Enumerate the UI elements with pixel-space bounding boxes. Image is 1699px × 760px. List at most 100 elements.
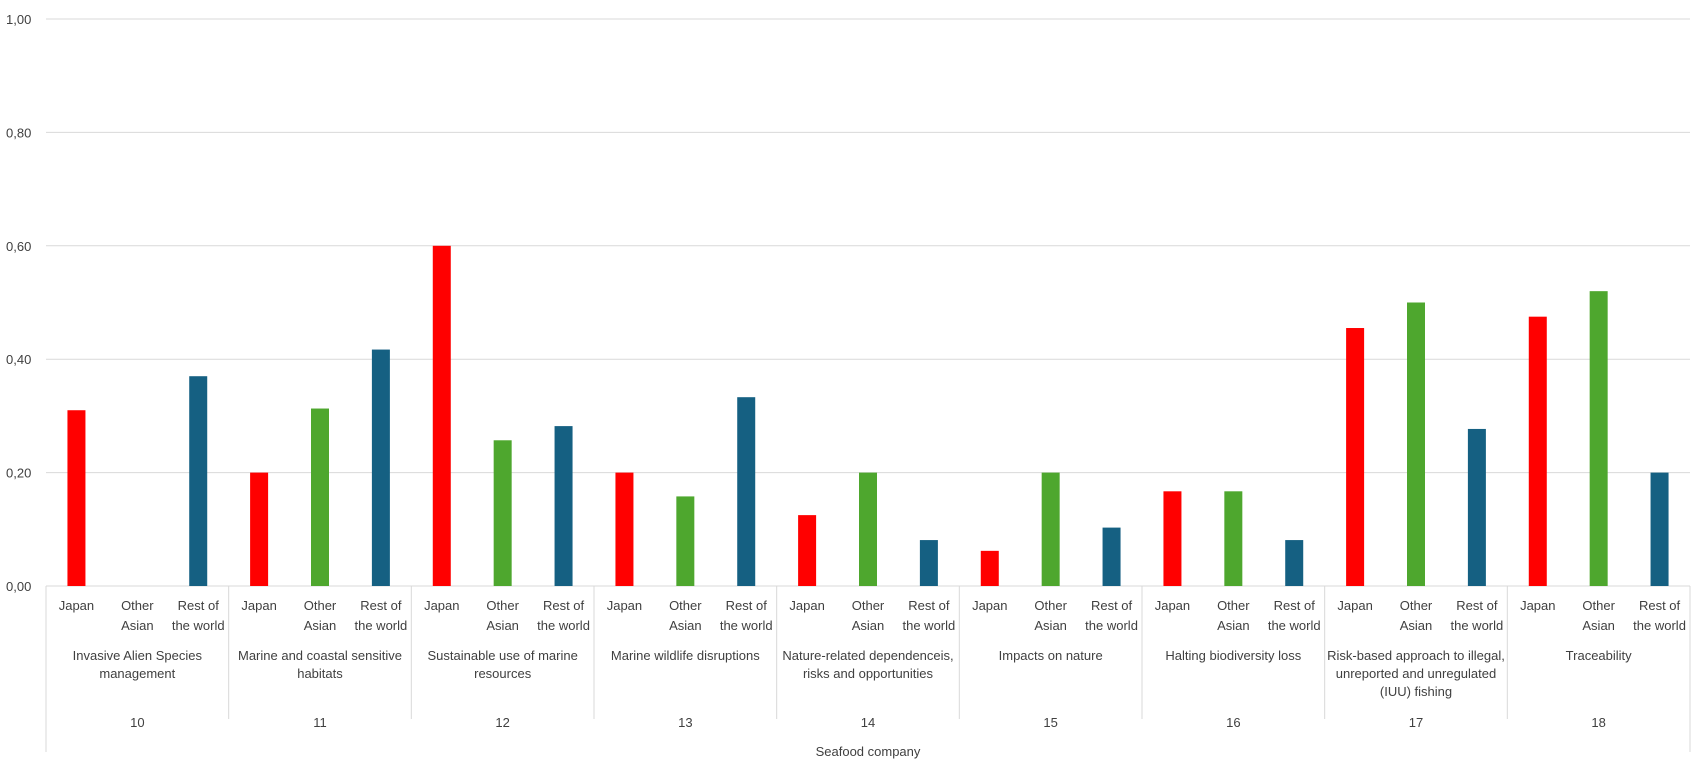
x-tick-label: Rest of — [1274, 598, 1316, 613]
group-number: 16 — [1226, 715, 1240, 730]
x-tick-label: Rest of — [178, 598, 220, 613]
x-tick-label: Asian — [304, 618, 337, 633]
x-tick-label: Japan — [789, 598, 824, 613]
x-tick-label: Asian — [486, 618, 519, 633]
bar — [737, 397, 756, 586]
x-tick-label: Other — [1034, 598, 1067, 613]
group-label: Impacts on nature — [999, 648, 1103, 663]
group-number: 12 — [495, 715, 509, 730]
x-tick-label: Rest of — [1091, 598, 1133, 613]
x-tick-label: Other — [121, 598, 154, 613]
bar — [1407, 302, 1425, 586]
group-number: 17 — [1409, 715, 1423, 730]
bar — [1589, 291, 1608, 586]
bars — [67, 245, 1669, 587]
bar — [1528, 316, 1547, 586]
bar — [615, 472, 634, 586]
x-tick-label: Asian — [1400, 618, 1433, 633]
y-tick-label: 1,00 — [6, 12, 31, 27]
x-tick-label: the world — [1451, 618, 1504, 633]
y-tick-label: 0,60 — [6, 239, 31, 254]
bar — [67, 410, 86, 586]
x-tick-label: Japan — [1155, 598, 1190, 613]
x-tick-label: Japan — [1337, 598, 1372, 613]
x-tick-label: Rest of — [908, 598, 950, 613]
x-tick-label: Japan — [607, 598, 642, 613]
x-tick-label: Other — [1582, 598, 1615, 613]
x-tick-label: Rest of — [1456, 598, 1498, 613]
bar — [1041, 472, 1060, 586]
group-number: 13 — [678, 715, 692, 730]
x-tick-label: the world — [537, 618, 590, 633]
bar — [1285, 540, 1304, 586]
bar — [1224, 491, 1243, 586]
y-tick-label: 0,40 — [6, 352, 31, 367]
bar — [432, 245, 451, 587]
x-tick-label: Asian — [1582, 618, 1615, 633]
bar — [554, 426, 573, 586]
y-tick-label: 0,80 — [6, 125, 31, 140]
bar — [676, 496, 695, 586]
x-axis-title: Seafood company — [816, 744, 921, 759]
x-tick-label: the world — [355, 618, 408, 633]
bar — [859, 472, 877, 586]
group-label: unreported and unregulated — [1336, 666, 1496, 681]
bar — [798, 515, 817, 586]
x-tick-label: the world — [1085, 618, 1138, 633]
group-number: 10 — [130, 715, 144, 730]
group-number: 15 — [1043, 715, 1057, 730]
x-tick-label: the world — [903, 618, 956, 633]
x-tick-label: Other — [852, 598, 885, 613]
group-label: Nature-related dependenceis, — [782, 648, 953, 663]
x-tick-label: Asian — [121, 618, 154, 633]
x-tick-label: Japan — [1520, 598, 1555, 613]
x-tick-label: Asian — [669, 618, 702, 633]
x-tick-label: Rest of — [726, 598, 768, 613]
x-tick-label: Asian — [852, 618, 885, 633]
group-label: risks and opportunities — [803, 666, 934, 681]
bar — [1102, 527, 1121, 586]
x-tick-label: Asian — [1217, 618, 1250, 633]
group-label: resources — [474, 666, 532, 681]
y-tick-label: 0,00 — [6, 579, 31, 594]
x-tick-label: Asian — [1034, 618, 1067, 633]
x-tick-label: Rest of — [360, 598, 402, 613]
bar — [919, 540, 938, 586]
bar — [980, 550, 999, 586]
x-tick-label: the world — [172, 618, 225, 633]
x-tick-label: Other — [1217, 598, 1250, 613]
group-label: habitats — [297, 666, 343, 681]
group-label: Halting biodiversity loss — [1165, 648, 1301, 663]
x-tick-label: the world — [720, 618, 773, 633]
bar — [1650, 472, 1669, 586]
y-axis-tick-labels: 0,00 0,20 0,40 0,60 0,80 1,00 — [6, 12, 31, 594]
x-tick-label: Other — [486, 598, 519, 613]
group-label: Sustainable use of marine — [428, 648, 578, 663]
bar — [1467, 428, 1486, 586]
bar — [311, 408, 329, 586]
group-number: 18 — [1591, 715, 1605, 730]
group-label: management — [99, 666, 175, 681]
x-tick-label: Japan — [972, 598, 1007, 613]
group-label: Invasive Alien Species — [73, 648, 203, 663]
group-label: Marine wildlife disruptions — [611, 648, 760, 663]
group-label: (IUU) fishing — [1380, 684, 1452, 699]
x-tick-label: Other — [669, 598, 702, 613]
group-label: Traceability — [1566, 648, 1632, 663]
bar — [1163, 491, 1182, 586]
bar — [189, 376, 208, 586]
bar — [493, 440, 512, 586]
x-tick-label: the world — [1633, 618, 1686, 633]
x-tick-label: Japan — [424, 598, 459, 613]
x-axis: Japan Other Asian Rest of the world Invasive … — [45, 586, 1691, 759]
bar — [1346, 328, 1365, 586]
x-tick-label: Other — [1400, 598, 1433, 613]
x-tick-label: Rest of — [1639, 598, 1681, 613]
x-tick-label: Japan — [59, 598, 94, 613]
bar — [250, 472, 269, 586]
x-tick-label: Rest of — [543, 598, 585, 613]
y-tick-label: 0,20 — [6, 466, 31, 481]
group-number: 14 — [861, 715, 875, 730]
x-tick-label: the world — [1268, 618, 1321, 633]
